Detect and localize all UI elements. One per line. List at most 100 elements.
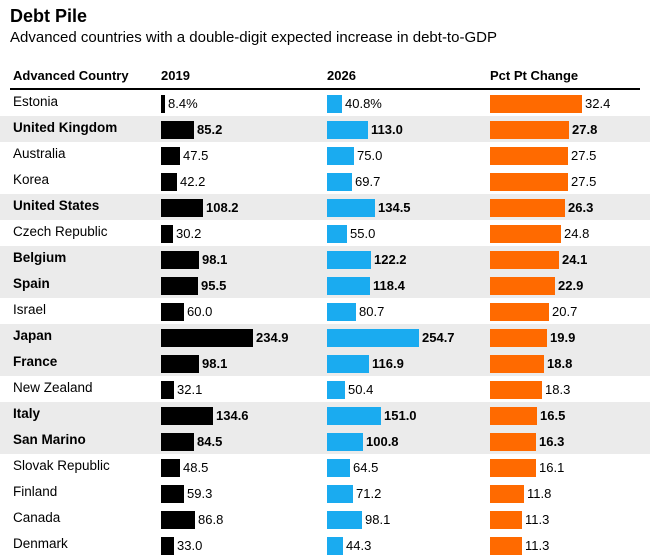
bar-change: [490, 381, 542, 399]
bar-2019-value: 84.5: [197, 434, 223, 449]
bar-2019: [161, 459, 180, 477]
bar-2026-value: 254.7: [422, 330, 455, 345]
bar-2026-value: 55.0: [350, 226, 376, 241]
bar-2019-value: 42.2: [180, 174, 206, 189]
bar-2026-value: 64.5: [353, 460, 379, 475]
bar-2026-value: 69.7: [355, 174, 381, 189]
country-label: Czech Republic: [13, 224, 108, 239]
country-label: United Kingdom: [13, 120, 118, 135]
table-row: Denmark 33.0 44.3 11.3: [0, 532, 650, 558]
country-label: Australia: [13, 146, 66, 161]
table-row: Korea 42.2 69.7 27.5: [0, 168, 650, 194]
bar-2026-value: 40.8%: [345, 96, 382, 111]
bar-change-value: 11.3: [525, 512, 550, 527]
country-label: Denmark: [13, 536, 68, 551]
bar-2026: [327, 433, 363, 451]
bar-change: [490, 199, 565, 217]
bar-change-value: 27.5: [571, 174, 597, 189]
bar-2019-value: 33.0: [177, 538, 203, 553]
table-row: Japan 234.9 254.7 19.9: [0, 324, 650, 350]
bar-2019: [161, 485, 184, 503]
bar-change-value: 20.7: [552, 304, 578, 319]
country-label: Korea: [13, 172, 50, 187]
bar-change-value: 27.5: [571, 148, 597, 163]
bar-2019: [161, 537, 174, 555]
bar-2019: [161, 199, 203, 217]
table-row: Belgium 98.1 122.2 24.1: [0, 246, 650, 272]
bar-2019-value: 47.5: [183, 148, 209, 163]
bar-change-value: 22.9: [558, 278, 584, 293]
bar-2019-value: 8.4%: [168, 96, 198, 111]
bar-2019: [161, 95, 165, 113]
bar-change-value: 16.5: [540, 408, 566, 423]
country-label: Canada: [13, 510, 61, 525]
bar-2026-value: 118.4: [373, 278, 405, 293]
bar-change: [490, 147, 568, 165]
bar-2019: [161, 173, 177, 191]
bar-2019-value: 134.6: [216, 408, 249, 423]
bar-2019: [161, 225, 173, 243]
bar-change: [490, 537, 522, 555]
bar-change: [490, 277, 555, 295]
bar-change: [490, 303, 549, 321]
table-row: New Zealand 32.1 50.4 18.3: [0, 376, 650, 402]
bar-change: [490, 225, 561, 243]
bar-2026-value: 80.7: [359, 304, 385, 319]
bar-2019-value: 98.1: [202, 356, 228, 371]
bar-2026-value: 116.9: [372, 356, 404, 371]
bar-2026: [327, 407, 381, 425]
bar-2026-value: 113.0: [371, 122, 403, 137]
bar-2019-value: 48.5: [183, 460, 209, 475]
bar-2026: [327, 485, 353, 503]
country-label: San Marino: [13, 432, 86, 447]
bar-2026: [327, 225, 347, 243]
table-body: Estonia 8.4% 40.8% 32.4 United Kingdom 85.2 11…: [0, 90, 650, 558]
bar-change-value: 18.8: [547, 356, 573, 371]
bar-2026-value: 75.0: [357, 148, 383, 163]
table-row: Spain 95.5 118.4 22.9: [0, 272, 650, 298]
bar-change-value: 16.3: [539, 434, 565, 449]
bar-2019: [161, 303, 184, 321]
chart-subtitle: Advanced countries with a double-digit e…: [10, 29, 497, 46]
chart-title: Debt Pile: [10, 6, 88, 26]
bar-2019-value: 108.2: [206, 200, 239, 215]
header-divider: [10, 88, 640, 90]
bar-change-value: 18.3: [545, 382, 571, 397]
bar-2026: [327, 199, 375, 217]
table-row: United States 108.2 134.5 26.3: [0, 194, 650, 220]
table-row: Czech Republic 30.2 55.0 24.8: [0, 220, 650, 246]
bar-2019: [161, 251, 199, 269]
bar-change: [490, 95, 582, 113]
bar-2026: [327, 329, 419, 347]
country-label: New Zealand: [13, 380, 93, 395]
bar-2019-value: 32.1: [177, 382, 203, 397]
table-row: France 98.1 116.9 18.8: [0, 350, 650, 376]
bar-change: [490, 329, 547, 347]
header-2026: 2026: [327, 68, 356, 83]
bar-2019-value: 59.3: [187, 486, 213, 501]
bar-2026: [327, 511, 362, 529]
bar-2019: [161, 147, 180, 165]
country-label: Japan: [13, 328, 53, 343]
bar-2019: [161, 511, 195, 529]
bar-2026-value: 44.3: [346, 538, 372, 553]
bar-2026-value: 50.4: [348, 382, 374, 397]
bar-2026: [327, 355, 369, 373]
bar-2026-value: 134.5: [378, 200, 411, 215]
bar-change-value: 27.8: [572, 122, 598, 137]
bar-2019: [161, 329, 253, 347]
bar-2026-value: 151.0: [384, 408, 417, 423]
bar-2026-value: 122.2: [374, 252, 407, 267]
bar-2026: [327, 173, 352, 191]
bar-2019-value: 98.1: [202, 252, 228, 267]
bar-2026: [327, 251, 371, 269]
country-label: Finland: [13, 484, 58, 499]
bar-2026: [327, 381, 345, 399]
bar-2026: [327, 277, 370, 295]
bar-change-value: 19.9: [550, 330, 576, 345]
table-row: United Kingdom 85.2 113.0 27.8: [0, 116, 650, 142]
bar-change-value: 16.1: [539, 460, 565, 475]
bar-2019: [161, 121, 194, 139]
bar-2026-value: 98.1: [365, 512, 391, 527]
bar-change: [490, 511, 522, 529]
